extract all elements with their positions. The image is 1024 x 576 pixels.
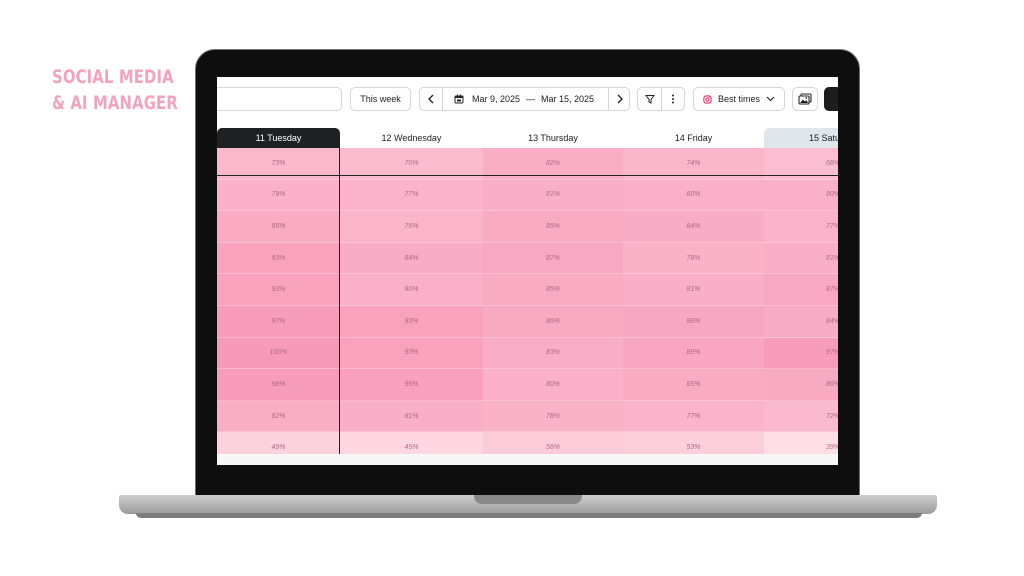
heatmap-cell[interactable]: 83%	[483, 337, 623, 370]
heatmap-cell[interactable]: 97%	[217, 306, 340, 338]
grid-footer	[217, 454, 838, 465]
date-range-button[interactable]: Mar 9, 2025 — Mar 15, 2025	[443, 88, 608, 110]
heatmap-cell[interactable]: 72%	[764, 400, 838, 433]
best-times-dropdown[interactable]: Best times	[693, 87, 785, 111]
heatmap-cell[interactable]: 93%	[217, 242, 340, 275]
laptop-notch	[474, 495, 582, 504]
heatmap-cell[interactable]: 88%	[623, 306, 764, 338]
heatmap-cell[interactable]: 86%	[483, 306, 623, 338]
heatmap-cell[interactable]: 81%	[483, 179, 623, 212]
brand-title: SOCIAL MEDIA & AI MANAGER	[52, 64, 178, 116]
heatmap-cell[interactable]: 78%	[623, 242, 764, 275]
day-header: 15 Saturday	[764, 128, 838, 148]
chevron-right-icon	[617, 94, 623, 104]
day-header: 12 Wednesday	[381, 133, 442, 143]
heatmap-cell[interactable]: 80%	[340, 274, 483, 306]
image-gallery-icon	[798, 93, 812, 105]
heatmap-cell[interactable]: 77%	[340, 179, 483, 212]
heatmap-cell[interactable]: 77%	[764, 211, 838, 243]
heatmap-cell[interactable]: 86%	[764, 369, 838, 401]
heatmap-cell[interactable]: 82%	[483, 148, 623, 180]
heatmap-cell[interactable]: 85%	[623, 369, 764, 401]
heatmap-cell[interactable]: 95%	[340, 369, 483, 401]
date-separator: —	[526, 94, 536, 104]
heatmap-cell[interactable]: 80%	[483, 369, 623, 401]
filter-group	[637, 87, 685, 111]
brand-line-2: & AI MANAGER	[52, 92, 178, 114]
heatmap-cell[interactable]: 85%	[483, 274, 623, 306]
heatmap-cell[interactable]: 98%	[217, 369, 340, 401]
heatmap-cell[interactable]: 100%	[217, 337, 340, 370]
heatmap-cell[interactable]: 93%	[217, 274, 340, 306]
heatmap-cell[interactable]: 85%	[217, 211, 340, 243]
laptop-base	[119, 495, 937, 514]
heatmap-cell[interactable]: 76%	[340, 211, 483, 243]
heatmap-cell[interactable]: 81%	[340, 400, 483, 433]
date-start: Mar 9, 2025	[472, 94, 521, 104]
heatmap-cell[interactable]: 77%	[623, 400, 764, 433]
heatmap-cell[interactable]: 80%	[764, 179, 838, 212]
search-input[interactable]	[217, 87, 342, 111]
instagram-icon	[703, 94, 712, 104]
heatmap-cell[interactable]: 93%	[340, 306, 483, 338]
heatmap-cell[interactable]: 81%	[764, 242, 838, 275]
heatmap-cell[interactable]: 73%	[217, 148, 340, 180]
heatmap-cell[interactable]: 70%	[340, 148, 483, 180]
filter-button[interactable]	[638, 88, 661, 110]
chevron-left-icon	[428, 94, 434, 104]
best-times-label: Best times	[717, 94, 760, 104]
prev-week-button[interactable]	[420, 88, 442, 110]
this-week-label: This week	[360, 94, 401, 104]
heatmap-cell[interactable]: 84%	[623, 211, 764, 243]
app-screen: This week Mar 9, 2025 — Mar 15, 2025	[217, 77, 838, 465]
heatmap-cell[interactable]: 97%	[764, 337, 838, 370]
heatmap-cell[interactable]: 74%	[623, 148, 764, 180]
current-time-line	[217, 175, 838, 176]
brand-line-1: SOCIAL MEDIA	[52, 66, 174, 88]
heatmap-cell[interactable]: 78%	[483, 400, 623, 433]
more-options-button[interactable]	[662, 88, 684, 110]
heatmap-cell[interactable]: 93%	[340, 337, 483, 370]
heatmap-cell[interactable]: 85%	[483, 211, 623, 243]
date-range-picker: Mar 9, 2025 — Mar 15, 2025	[419, 87, 630, 111]
today-column-divider	[339, 148, 340, 454]
heatmap-cell[interactable]: 87%	[483, 242, 623, 275]
day-header: 14 Friday	[674, 133, 713, 143]
create-post-button[interactable]	[824, 87, 838, 111]
best-times-heatmap: 11 Tuesday 73% 79% 85% 93% 93% 97% 100% 98% 82% 49…	[217, 128, 838, 464]
heatmap-cell[interactable]: 87%	[764, 274, 838, 306]
date-end: Mar 15, 2025	[541, 94, 595, 104]
heatmap-cell[interactable]: 82%	[217, 400, 340, 433]
next-week-button[interactable]	[609, 88, 630, 110]
heatmap-cell[interactable]: 68%	[764, 148, 838, 180]
more-vertical-icon	[672, 94, 674, 104]
heatmap-cell[interactable]: 79%	[217, 179, 340, 212]
laptop-base-shadow	[136, 513, 922, 518]
heatmap-cell[interactable]: 84%	[340, 242, 483, 275]
calendar-icon	[454, 94, 464, 104]
heatmap-cell[interactable]: 89%	[623, 337, 764, 370]
heatmap-cell[interactable]: 80%	[623, 179, 764, 212]
heatmap-cell[interactable]: 81%	[623, 274, 764, 306]
this-week-button[interactable]: This week	[350, 87, 411, 111]
chevron-down-icon	[766, 96, 775, 102]
filter-icon	[644, 95, 655, 104]
toolbar: This week Mar 9, 2025 — Mar 15, 2025	[217, 77, 838, 123]
day-header: 11 Tuesday	[217, 128, 340, 148]
heatmap-cell[interactable]: 84%	[764, 306, 838, 338]
day-header: 13 Thursday	[528, 133, 578, 143]
media-gallery-button[interactable]	[792, 87, 818, 111]
